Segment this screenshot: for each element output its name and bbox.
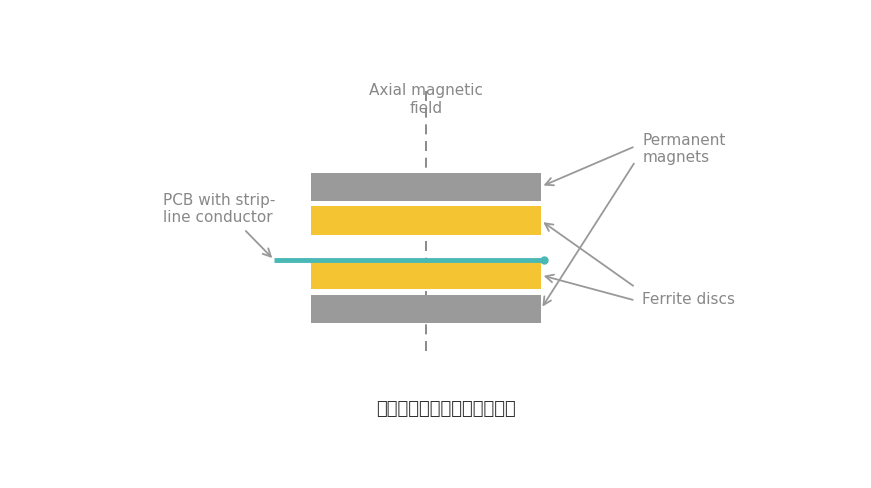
Bar bbox=[312, 262, 541, 290]
Text: Axial magnetic
field: Axial magnetic field bbox=[369, 83, 483, 115]
Text: Ferrite discs: Ferrite discs bbox=[642, 291, 735, 306]
Bar bbox=[312, 173, 541, 202]
Bar bbox=[312, 207, 541, 235]
Text: Permanent
magnets: Permanent magnets bbox=[642, 133, 726, 165]
Text: PCB with strip-
line conductor: PCB with strip- line conductor bbox=[163, 193, 275, 225]
Bar bbox=[312, 295, 541, 324]
Text: 射频环行器整体结构的横截面: 射频环行器整体结构的横截面 bbox=[376, 399, 517, 417]
